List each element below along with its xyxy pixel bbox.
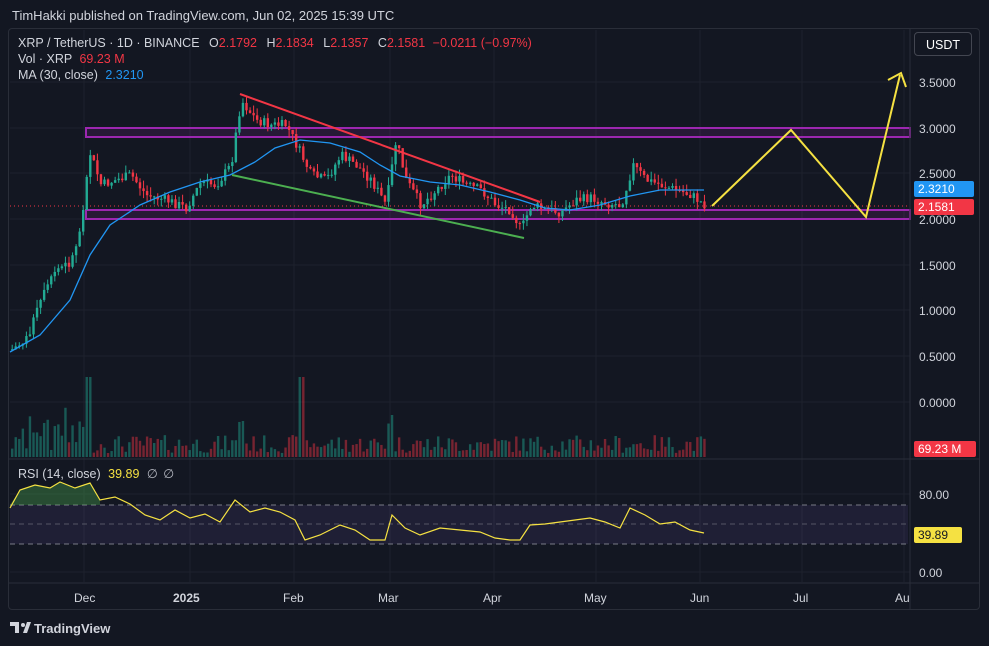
ma-value: 2.3210 [105, 68, 144, 82]
projection-path[interactable] [711, 74, 901, 220]
rsi-axis-label: 80.00 [919, 488, 950, 502]
projection-arrowhead [887, 71, 907, 88]
rsi-value-tag: 39.89 [914, 527, 962, 543]
rsi-value: 39.89 [108, 467, 140, 481]
price-axis-label: 0.0000 [919, 396, 956, 410]
time-axis-label: Au [895, 591, 910, 605]
ma-price-tag: 2.3210 [914, 181, 974, 197]
time-axis-label: Mar [378, 591, 399, 605]
ohlc-legend: XRP / TetherUS · 1D · BINANCE O2.1792 H2… [18, 36, 532, 50]
time-axis-label: Apr [483, 591, 502, 605]
change-value: −0.0211 (−0.97%) [432, 36, 532, 50]
price-axis-label: 3.5000 [919, 76, 956, 90]
volume-bars [11, 377, 706, 457]
ma-line [9, 139, 704, 353]
time-axis-label: 2025 [173, 591, 200, 605]
price-axis-label: 2.0000 [919, 213, 956, 227]
rsi-band [10, 505, 908, 544]
rsi-line [9, 481, 705, 541]
last-price-tag: 2.1581 [914, 199, 974, 215]
currency-button[interactable]: USDT [914, 32, 972, 56]
brand-name: TradingView [34, 621, 111, 636]
price-axis-label: 3.0000 [919, 122, 956, 136]
volume-price-tag: 69.23 M [914, 441, 976, 457]
time-axis-label: Jul [793, 591, 809, 605]
low-value: 2.1357 [330, 36, 369, 50]
time-axis-label: Jun [690, 591, 710, 605]
volume-legend: Vol · XRP 69.23 M [18, 52, 125, 66]
candlesticks [11, 96, 706, 351]
volume-label[interactable]: Vol · XRP [18, 52, 72, 66]
hide-icon[interactable]: ∅ [163, 467, 175, 481]
publish-text: TimHakki published on TradingView.com, J… [12, 8, 395, 23]
open-value: 2.1792 [218, 36, 257, 50]
time-axis-label: May [584, 591, 607, 605]
support-zone[interactable] [85, 209, 911, 220]
lower-trendline[interactable] [231, 174, 525, 239]
price-axis-label: 0.5000 [919, 350, 956, 364]
price-axis-label: 1.0000 [919, 304, 956, 318]
grid-lines [10, 30, 910, 582]
descending-trendline[interactable] [239, 93, 541, 203]
volume-value: 69.23 M [79, 52, 125, 66]
high-value: 2.1834 [275, 36, 314, 50]
price-axis-label: 2.5000 [919, 167, 956, 181]
tradingview-logo-icon [10, 622, 31, 633]
rsi-legend: RSI (14, close) 39.89 ∅ ∅ [18, 466, 174, 481]
close-value: 2.1581 [386, 36, 426, 50]
price-axis-label: 1.5000 [919, 259, 956, 273]
rsi-label[interactable]: RSI (14, close) [18, 467, 101, 481]
symbol-name[interactable]: XRP / TetherUS · 1D · BINANCE [18, 36, 200, 50]
hide-icon[interactable]: ∅ [146, 467, 158, 481]
publish-header: TimHakki published on TradingView.com, J… [0, 0, 989, 28]
ma-legend: MA (30, close) 2.3210 [18, 68, 144, 82]
time-axis-label: Feb [283, 591, 304, 605]
rsi-axis-label: 0.00 [919, 566, 943, 580]
time-axis-label: Dec [74, 591, 96, 605]
ma-label[interactable]: MA (30, close) [18, 68, 98, 82]
